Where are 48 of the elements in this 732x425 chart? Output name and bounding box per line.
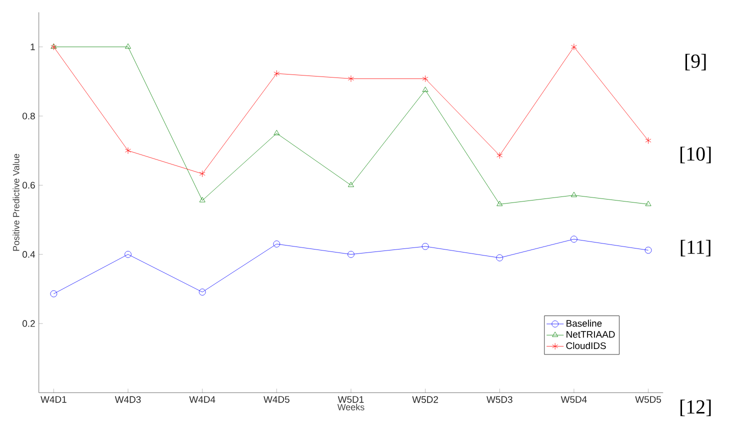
x-tick-label: W5D4	[560, 396, 587, 403]
point	[274, 130, 280, 136]
x-tick-label: W4D5	[264, 396, 290, 403]
point	[199, 170, 206, 178]
y-tick-label: 0.2	[22, 320, 35, 327]
point	[422, 243, 429, 250]
point	[50, 290, 58, 298]
x-axis-title: Weeks	[337, 404, 364, 410]
y-tick-label: 0.6	[22, 182, 35, 189]
point	[274, 70, 280, 77]
point	[348, 75, 354, 82]
x-tick-label: W5D2	[412, 396, 438, 403]
y-tick-label: 1	[30, 44, 35, 50]
point	[570, 236, 578, 243]
x-tick-label: W5D3	[486, 396, 512, 403]
point	[496, 152, 503, 159]
point	[645, 200, 652, 206]
x-tick-label: W5D1	[338, 396, 364, 403]
point	[273, 240, 280, 248]
point	[199, 197, 206, 202]
y-tick-label: 0.8	[22, 112, 35, 120]
x-tick-label: W4D4	[189, 396, 216, 403]
legend-label: NetTRIAAD	[566, 331, 615, 338]
point	[496, 254, 504, 262]
text: [9]	[685, 54, 706, 70]
point	[422, 75, 428, 82]
text: [10]	[680, 146, 711, 164]
x-tick-label: W4D1	[40, 396, 66, 403]
point	[348, 182, 354, 188]
legend-label: CloudIDS	[566, 342, 606, 350]
point	[422, 86, 428, 92]
point	[644, 246, 652, 254]
point	[570, 43, 577, 50]
point	[496, 200, 503, 206]
x-tick-label: W4D3	[114, 396, 141, 403]
point	[645, 137, 652, 144]
y-tick-label: 0.4	[22, 251, 36, 258]
point	[125, 43, 131, 49]
point	[124, 250, 132, 258]
point	[348, 250, 354, 258]
text: [11]	[680, 240, 710, 256]
legend-label: Baseline	[566, 320, 602, 327]
text: [12]	[680, 400, 711, 416]
point	[125, 147, 131, 154]
point	[198, 288, 206, 296]
y-axis-title: Positive Predictive Value	[12, 154, 20, 251]
point	[570, 192, 577, 198]
x-tick-label: W5D5	[635, 396, 662, 403]
